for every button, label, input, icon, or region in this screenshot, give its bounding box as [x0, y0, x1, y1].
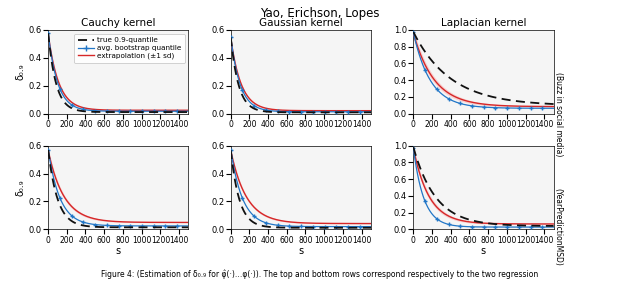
X-axis label: s: s — [481, 246, 486, 256]
Title: Gaussian kernel: Gaussian kernel — [259, 18, 342, 28]
Text: Yao, Erichson, Lopes: Yao, Erichson, Lopes — [260, 7, 380, 20]
Text: (YearPredictionMSD): (YearPredictionMSD) — [554, 188, 563, 265]
Y-axis label: δ₀.₉: δ₀.₉ — [16, 179, 26, 196]
X-axis label: s: s — [298, 246, 303, 256]
Title: Laplacian kernel: Laplacian kernel — [440, 18, 526, 28]
Legend: true 0.9-quantile, avg. bootstrap quantile, extrapolation (±1 sd): true 0.9-quantile, avg. bootstrap quanti… — [74, 34, 185, 63]
Text: (Buzz in social media): (Buzz in social media) — [554, 72, 563, 156]
X-axis label: s: s — [116, 246, 121, 256]
Text: Figure 4: (Estimation of δ₀.₉ for φ̂(·)…φ(·)). The top and bottom rows correspon: Figure 4: (Estimation of δ₀.₉ for φ̂(·)…… — [101, 270, 539, 279]
Title: Cauchy kernel: Cauchy kernel — [81, 18, 156, 28]
Y-axis label: δ₀.₉: δ₀.₉ — [16, 64, 26, 80]
